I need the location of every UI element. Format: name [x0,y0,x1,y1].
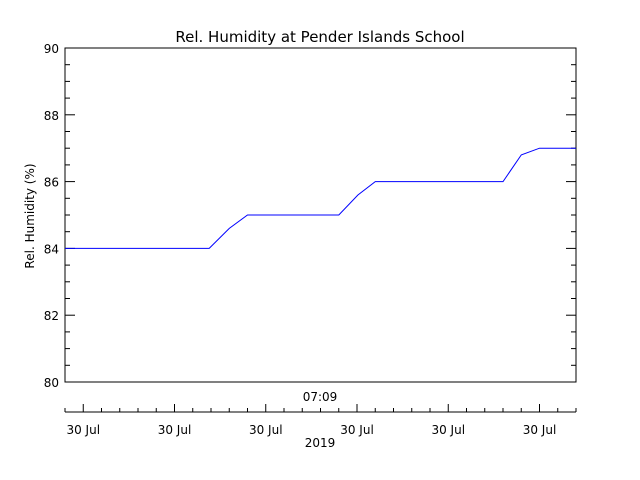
x-axis-ticks: 30 Jul 30 Jul 30 Jul 30 Jul 30 Jul 30 Jul [64,404,577,437]
x-tick-label: 30 Jul [340,423,374,437]
y-axis-ticks: 80 82 84 86 88 90 [44,42,576,390]
y-tick-label: 84 [44,242,59,256]
x-tick-label: 30 Jul [523,423,557,437]
chart-title: Rel. Humidity at Pender Islands School [175,28,464,46]
x-tick-label: 30 Jul [66,423,100,437]
y-tick-label: 90 [44,42,59,56]
x-tick-label: 30 Jul [249,423,283,437]
y-tick-label: 88 [44,109,59,123]
x-tick-label: 30 Jul [431,423,465,437]
x-tick-label: 30 Jul [158,423,192,437]
y-tick-label: 82 [44,309,59,323]
y-tick-label: 86 [44,176,59,190]
y-tick-label: 80 [44,376,59,390]
time-of-day-label: 07:09 [303,390,338,404]
year-label: 2019 [305,436,336,450]
y-axis-label: Rel. Humidity (%) [23,163,37,268]
series-layer [65,147,576,249]
humidity-series-line [65,147,576,249]
